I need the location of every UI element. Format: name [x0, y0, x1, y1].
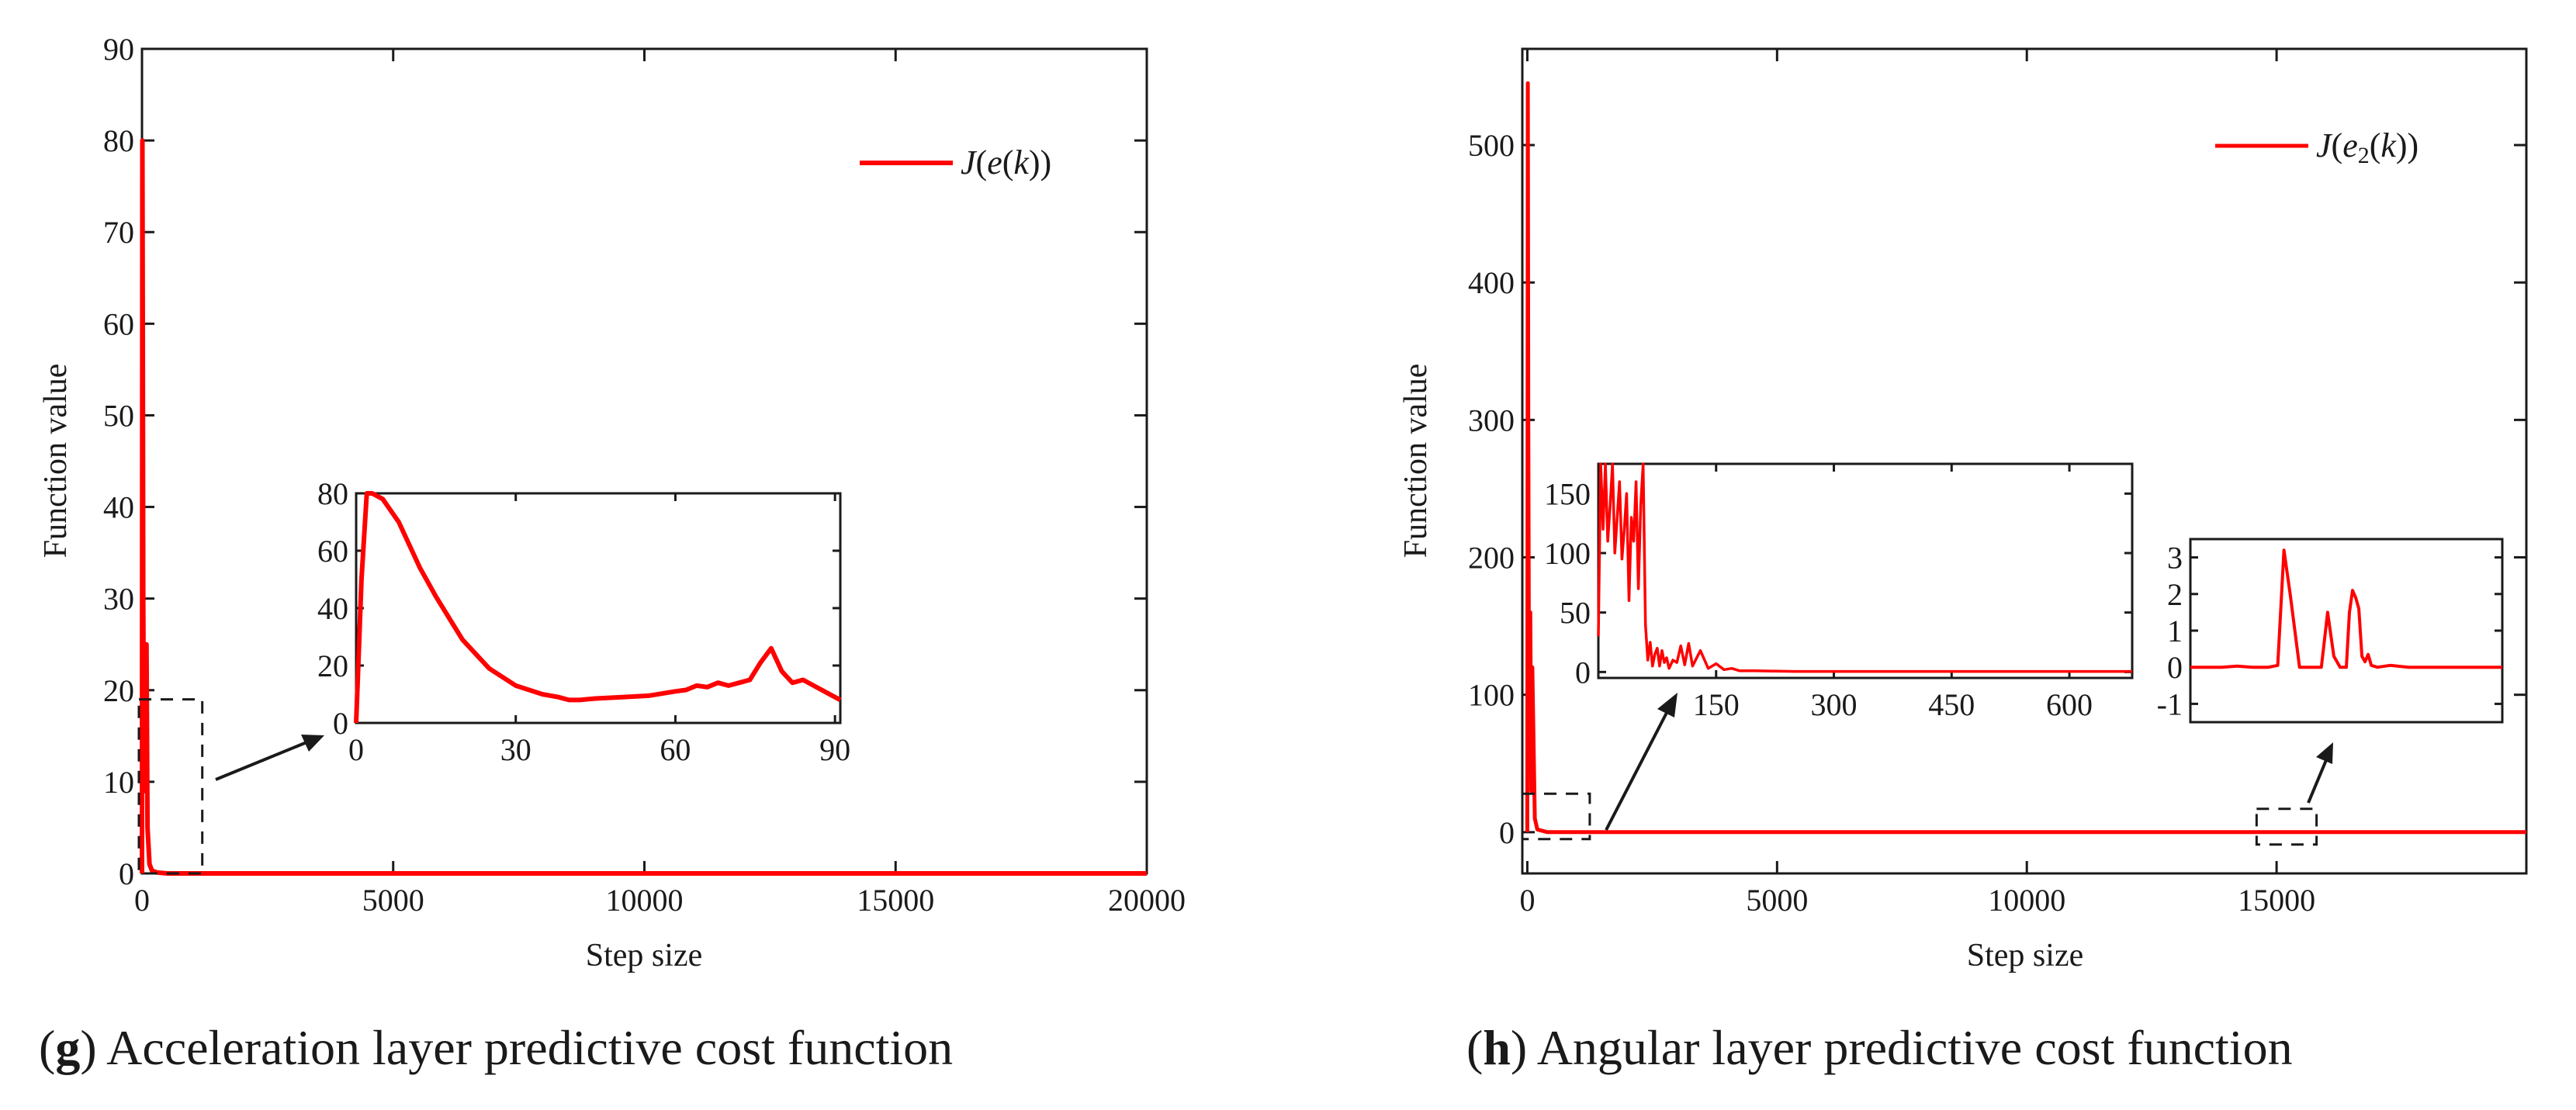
g-inset-frame — [355, 492, 842, 724]
g-x-axis-label: Step size — [586, 938, 702, 973]
g-inset-ytick-label: 60 — [317, 534, 348, 569]
g-zoom-arrow-head — [301, 735, 324, 752]
g-zoom-arrow — [215, 739, 311, 781]
h-inset-2-ytick-label: 3 — [2167, 541, 2183, 576]
g-ytick-label: 40 — [103, 490, 134, 525]
g-ytick-label: 0 — [119, 856, 134, 891]
h-inset-1-frame — [1597, 462, 2134, 679]
h-inset-1-xtick-label: 600 — [2046, 687, 2093, 722]
g-ytick-label: 60 — [103, 306, 134, 341]
h-zoom-arrow-left-head — [1657, 693, 1678, 718]
h-xtick-label: 10000 — [1988, 883, 2065, 918]
g-ytick-label: 50 — [103, 398, 134, 433]
h-xtick-label: 0 — [1519, 883, 1535, 918]
g-y-axis-label: Function value — [38, 364, 74, 558]
g-inset-ytick-label: 20 — [317, 648, 348, 683]
h-x-axis-label: Step size — [1967, 938, 2083, 973]
g-inset-series-line — [354, 491, 842, 724]
h-x-ticks: 0 5000 10000 15000 — [1519, 49, 2315, 918]
g-ytick-label: 20 — [103, 673, 134, 708]
g-inset-xtick-label: 30 — [500, 732, 531, 767]
h-zoom-box-left — [1521, 792, 1591, 841]
caption-g: (g) Acceleration layer predictive cost f… — [39, 1020, 953, 1075]
g-series-line — [140, 138, 1147, 876]
h-ytick-label: 100 — [1468, 678, 1515, 713]
caption-h-letter: h — [1483, 1020, 1511, 1075]
h-inset-1-x-ticks: 150 300 450 600 — [1693, 464, 2093, 722]
caption-h-text: Angular layer predictive cost function — [1527, 1020, 2292, 1075]
g-ytick-label: 30 — [103, 582, 134, 617]
g-inset-xtick-label: 90 — [819, 732, 850, 767]
h-zoom-box-right — [2255, 807, 2318, 846]
g-zoom-box — [137, 698, 204, 875]
h-series-line — [1525, 81, 2526, 835]
h-inset-1-series-line — [1597, 462, 2132, 673]
h-zoom-arrow-right-head — [2316, 742, 2333, 764]
h-inset-1-y-ticks: 0 50 100 150 — [1544, 476, 2132, 690]
h-inset-1-xtick-label: 450 — [1928, 687, 1975, 722]
g-ytick-label: 10 — [103, 765, 134, 800]
g-inset-ytick-label: 40 — [317, 591, 348, 626]
g-x-ticks: 0 5000 10000 15000 20000 — [134, 49, 1186, 918]
g-xtick-label: 10000 — [606, 883, 684, 918]
h-ytick-label: 0 — [1499, 815, 1515, 850]
g-inset-y-ticks: 0 20 40 60 80 — [317, 476, 840, 741]
h-y-axis-label: Function value — [1398, 364, 1434, 558]
g-xtick-label: 15000 — [857, 883, 934, 918]
g-inset-ytick-label: 80 — [317, 476, 348, 511]
h-zoom-arrow-left — [1605, 709, 1670, 831]
h-ytick-label: 400 — [1468, 265, 1515, 300]
g-ytick-label: 70 — [103, 215, 134, 250]
g-xtick-label: 5000 — [362, 883, 424, 918]
h-ytick-label: 300 — [1468, 403, 1515, 437]
h-xtick-label: 15000 — [2238, 883, 2315, 918]
h-legend-label: J(e2(k)) — [2316, 126, 2418, 168]
g-xtick-label: 0 — [134, 883, 150, 918]
h-inset-1-ytick-label: 50 — [1560, 596, 1591, 631]
h-inset-2-ytick-label: -1 — [2157, 686, 2183, 721]
h-ytick-label: 500 — [1468, 128, 1515, 163]
h-inset-2-series-line — [2190, 548, 2502, 669]
h-plot-frame — [1521, 47, 2528, 875]
g-ytick-label: 90 — [103, 32, 134, 67]
g-ytick-label: 80 — [103, 123, 134, 158]
g-inset-x-ticks: 0 30 60 90 — [348, 493, 850, 767]
g-inset-xtick-label: 60 — [660, 732, 691, 767]
g-y-ticks: 0 10 20 30 40 50 60 70 80 90 — [103, 32, 1147, 891]
h-xtick-label: 5000 — [1746, 883, 1808, 918]
h-ytick-label: 200 — [1468, 541, 1515, 576]
g-xtick-label: 20000 — [1108, 883, 1186, 918]
g-legend-label: J(e(k)) — [961, 144, 1051, 182]
h-inset-1-ytick-label: 150 — [1544, 476, 1591, 511]
h-inset-2-ytick-label: 0 — [2167, 650, 2183, 685]
h-zoom-arrow-right — [2307, 759, 2328, 804]
g-inset-ytick-label: 0 — [333, 706, 348, 741]
caption-h: (h) Angular layer predictive cost functi… — [1466, 1020, 2293, 1075]
h-inset-1-xtick-label: 150 — [1693, 687, 1740, 722]
h-inset-2-frame — [2189, 538, 2504, 724]
caption-g-letter: g — [55, 1020, 80, 1075]
h-inset-1-xtick-label: 300 — [1811, 687, 1858, 722]
h-inset-2-ytick-label: 2 — [2167, 577, 2183, 612]
caption-g-text: Acceleration layer predictive cost funct… — [97, 1020, 954, 1075]
h-inset-1-ytick-label: 100 — [1544, 536, 1591, 571]
g-inset-xtick-label: 0 — [348, 732, 364, 767]
h-inset-2-ytick-label: 1 — [2167, 614, 2183, 648]
h-inset-1-ytick-label: 0 — [1575, 655, 1591, 690]
